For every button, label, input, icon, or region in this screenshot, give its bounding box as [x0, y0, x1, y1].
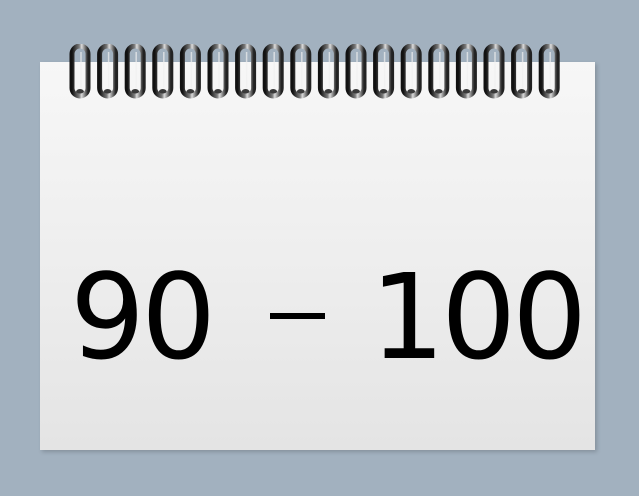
right-number: 100: [370, 248, 587, 386]
binding-ring: [69, 44, 91, 99]
binding-ring: [373, 44, 395, 99]
binding-ring: [428, 44, 450, 99]
binding-ring: [511, 44, 533, 99]
binding-ring: [290, 44, 312, 99]
spiral-binding-icon: [68, 44, 568, 102]
binding-ring: [538, 44, 560, 99]
binding-ring: [124, 44, 146, 99]
binding-ring: [152, 44, 174, 99]
binding-ring: [455, 44, 477, 99]
binding-ring: [262, 44, 284, 99]
binding-ring: [97, 44, 119, 99]
binding-ring: [400, 44, 422, 99]
left-number: 90: [70, 248, 216, 386]
comparison-expression: 90 100: [40, 62, 595, 450]
binding-ring: [207, 44, 229, 99]
binding-ring: [179, 44, 201, 99]
binding-ring: [483, 44, 505, 99]
comparison-blank: [270, 313, 325, 319]
spiral-notepad: [40, 62, 595, 450]
binding-ring: [317, 44, 339, 99]
binding-ring: [235, 44, 257, 99]
binding-ring: [345, 44, 367, 99]
